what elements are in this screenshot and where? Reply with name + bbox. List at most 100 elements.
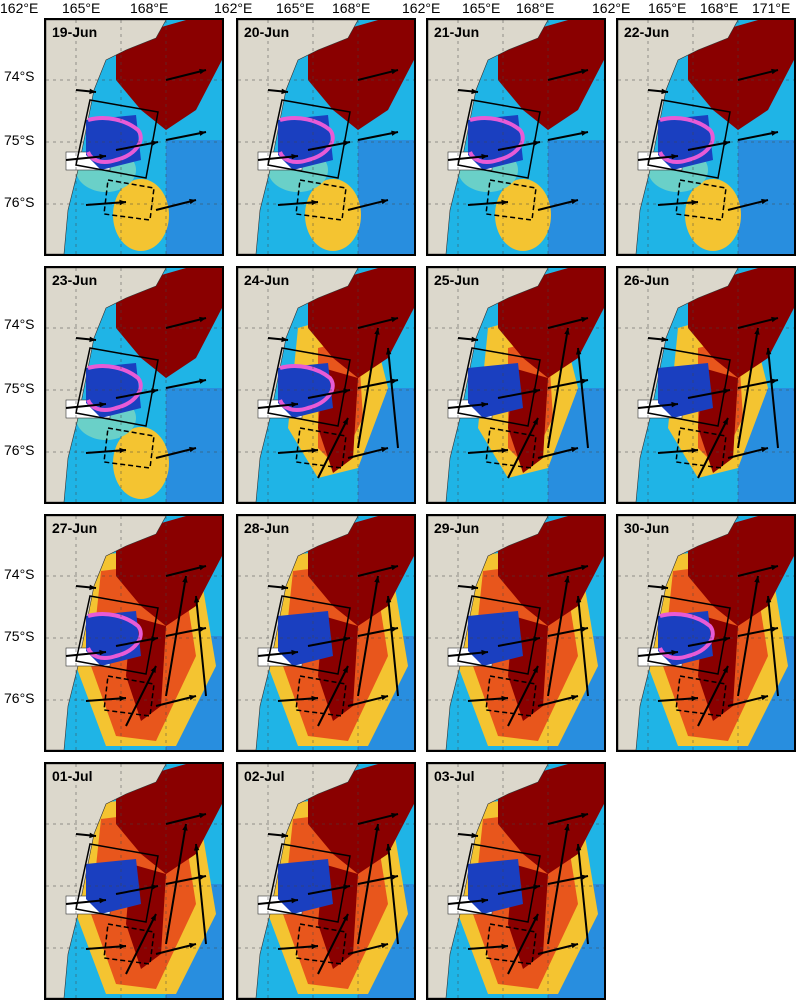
wind-arrowhead	[501, 695, 508, 702]
wind-arrow	[387, 595, 399, 697]
wind-arrowhead	[564, 328, 570, 335]
map-panel: 23-Jun	[44, 266, 224, 504]
wind-arrowhead	[691, 199, 698, 206]
wind-arrow	[347, 447, 389, 459]
wind-arrowhead	[571, 446, 578, 453]
wind-arrowhead	[291, 401, 298, 408]
wind-arrowhead	[661, 336, 668, 343]
polynya-core	[116, 20, 222, 130]
wind-arrow	[547, 69, 589, 81]
panel-date-label: 24-Jun	[244, 272, 290, 288]
wind-arrowhead	[381, 446, 388, 453]
lon-label: 165°E	[462, 0, 501, 16]
wind-arrowhead	[391, 130, 398, 136]
wind-arrow	[357, 69, 399, 81]
lon-label: 165°E	[62, 0, 101, 16]
wind-arrow	[547, 565, 589, 577]
wind-arrow	[467, 201, 509, 206]
wind-arrowhead	[119, 447, 126, 454]
wind-arrow	[467, 697, 509, 702]
lon-label: 168°E	[516, 0, 555, 16]
wind-arrow	[537, 695, 579, 707]
wind-arrow	[577, 347, 589, 449]
wind-arrowhead	[99, 401, 106, 408]
wind-arrowhead	[199, 378, 206, 384]
study-box	[647, 99, 731, 179]
study-box	[267, 347, 351, 427]
wind-arrowhead	[471, 584, 478, 591]
wind-arrowhead	[754, 328, 760, 335]
wind-arrow	[537, 199, 579, 211]
wind-arrowhead	[575, 596, 582, 603]
wind-arrowhead	[771, 316, 778, 323]
wind-arrow	[657, 201, 699, 206]
wind-arrow	[257, 403, 299, 409]
ocean-deep	[358, 140, 414, 254]
wind-arrowhead	[532, 418, 538, 425]
map-panel: 27-Jun	[44, 514, 224, 752]
wind-arrowhead	[671, 153, 678, 160]
wind-arrow	[277, 697, 319, 702]
lon-label: 168°E	[332, 0, 371, 16]
wind-arrow	[195, 595, 207, 697]
wind-arrowhead	[119, 199, 126, 206]
map-canvas	[428, 516, 604, 750]
wind-arrowhead	[381, 198, 388, 205]
wind-arrowhead	[481, 153, 488, 160]
warm-zone	[685, 179, 741, 251]
wind-arrowhead	[281, 88, 288, 95]
wind-arrowhead	[761, 446, 768, 453]
wind-arrowhead	[189, 694, 196, 701]
map-panel: 01-Jul	[44, 762, 224, 1000]
map-panel: 03-Jul	[426, 762, 606, 1000]
wind-arrow	[125, 665, 157, 727]
wind-arrowhead	[722, 666, 728, 673]
wind-arrow	[547, 317, 589, 329]
map-canvas	[428, 20, 604, 254]
wind-arrow	[165, 69, 207, 81]
wind-arrow	[767, 347, 779, 449]
wind-arrowhead	[311, 199, 318, 206]
study-box	[267, 99, 351, 179]
lon-label: 168°E	[130, 0, 169, 16]
warm-zone	[305, 179, 361, 251]
wind-arrowhead	[342, 418, 348, 425]
polynya-core	[308, 20, 414, 130]
cold-patch	[86, 859, 141, 914]
wind-arrowhead	[374, 576, 380, 583]
wind-arrow	[357, 327, 379, 449]
wind-arrow	[65, 651, 107, 657]
panel-date-label: 25-Jun	[434, 272, 480, 288]
wind-arrow	[447, 155, 489, 161]
wind-arrowhead	[89, 88, 96, 95]
study-box	[647, 595, 731, 675]
map-panel: 25-Jun	[426, 266, 606, 504]
wind-arrow	[737, 317, 779, 329]
wind-arrowhead	[581, 378, 588, 384]
wind-arrow	[165, 131, 207, 141]
wind-arrowhead	[581, 68, 588, 75]
wind-arrowhead	[151, 636, 158, 642]
panel-date-label: 27-Jun	[52, 520, 98, 536]
wind-arrowhead	[199, 564, 206, 571]
wind-arrow	[85, 201, 127, 206]
map-panel: 28-Jun	[236, 514, 416, 752]
wind-arrowhead	[374, 328, 380, 335]
wind-arrowhead	[581, 626, 588, 632]
wind-arrow	[357, 317, 399, 329]
wind-arrowhead	[771, 626, 778, 632]
map-canvas	[46, 20, 222, 254]
wind-arrow	[347, 199, 389, 211]
wind-arrowhead	[481, 401, 488, 408]
wind-arrow	[307, 141, 351, 151]
wind-arrow	[727, 447, 769, 459]
wind-arrow	[577, 595, 589, 697]
wind-arrow	[497, 141, 541, 151]
wind-arrow	[497, 389, 541, 399]
wind-arrowhead	[391, 626, 398, 632]
wind-arrow	[357, 565, 399, 577]
wind-arrowhead	[182, 576, 188, 583]
wind-arrowhead	[193, 596, 200, 603]
lat-label: 74°S	[4, 316, 35, 332]
